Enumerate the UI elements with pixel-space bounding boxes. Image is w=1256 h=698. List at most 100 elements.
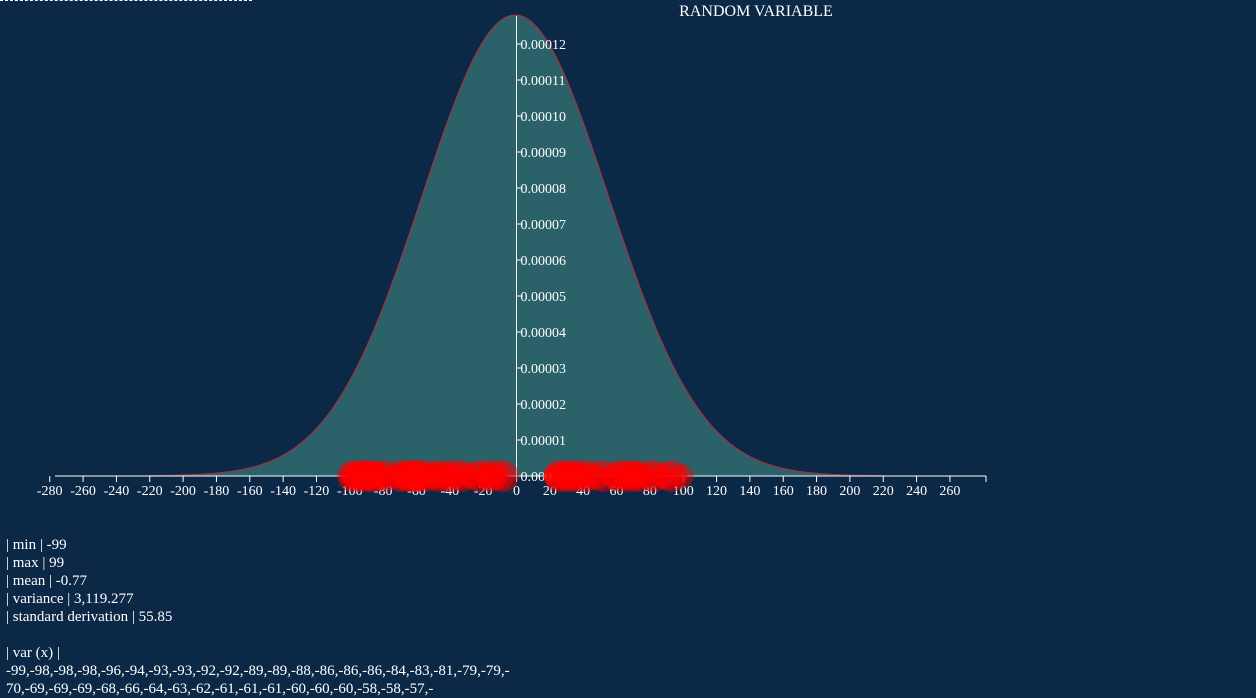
sample-point: [409, 466, 430, 486]
sample-point: [347, 462, 376, 490]
sample-point: [601, 464, 626, 488]
sample-point: [391, 464, 416, 488]
sample-point: [354, 462, 383, 490]
sample-point: [570, 460, 603, 492]
sample-point: [544, 464, 569, 488]
sample-point: [357, 460, 390, 492]
y-tick-label: 0.00010: [521, 110, 567, 125]
x-tick-label: -80: [374, 484, 393, 499]
sample-point: [366, 464, 391, 488]
sample-point: [366, 466, 387, 486]
chart-title: RANDOM VARIABLE: [679, 3, 833, 20]
sample-point: [353, 466, 374, 486]
statistics-panel: | min | -99 | max | 99 | mean | -0.77 | …: [6, 536, 172, 662]
sample-point: [422, 460, 455, 492]
x-tick-label: -260: [70, 484, 96, 499]
sample-point: [402, 462, 431, 490]
sample-point: [602, 462, 631, 490]
sample-point: [442, 464, 467, 488]
x-tick-label: 200: [839, 484, 860, 499]
y-tick-label: 0.00012: [521, 38, 567, 53]
x-tick-label: -40: [440, 484, 459, 499]
sample-point: [543, 460, 576, 492]
sample-point: [457, 464, 482, 488]
sample-point: [341, 466, 362, 486]
sample-point: [433, 460, 466, 492]
sample-point: [387, 462, 416, 490]
x-tick-label: 80: [643, 484, 657, 499]
sample-point: [552, 462, 581, 490]
x-tick-label: 120: [706, 484, 727, 499]
sample-point: [475, 462, 504, 490]
sample-point: [351, 464, 376, 488]
x-tick-label: 240: [906, 484, 927, 499]
sample-point: [431, 464, 456, 488]
x-tick-label: -100: [337, 484, 363, 499]
var-values: -99,-98,-98,-98,-96,-94,-93,-93,-92,-92,…: [6, 663, 510, 697]
x-tick-label: -120: [304, 484, 330, 499]
x-tick-label: -240: [104, 484, 130, 499]
sample-point: [651, 464, 676, 488]
sample-point: [401, 466, 422, 486]
sample-point: [614, 464, 639, 488]
sample-point: [367, 462, 396, 490]
y-ticks: 0.00000 0.00001 0.00002 0.00003 0.00004 0.000…: [516, 38, 567, 485]
x-tick-label: -280: [37, 484, 63, 499]
sample-point: [552, 460, 585, 492]
distribution-chart: -280 -260 -240 -220 -200 -180 -160 -140 -120 -100…: [37, 3, 987, 499]
var-label: | var (x) |: [6, 645, 60, 661]
sample-point: [581, 464, 606, 488]
y-tick-label: 0.00006: [521, 254, 567, 269]
sample-point: [401, 464, 426, 488]
sample-point: [484, 466, 505, 486]
sample-point: [559, 462, 588, 490]
sample-point: [432, 462, 461, 490]
sample-point: [598, 466, 619, 486]
density-curve: [149, 14, 884, 477]
y-tick-label: 0.00003: [521, 362, 567, 377]
sample-point: [443, 466, 464, 486]
sample-point: [487, 460, 520, 492]
sample-point: [431, 466, 452, 486]
sample-point: [621, 464, 646, 488]
sample-point: [392, 462, 421, 490]
x-tick-label: 40: [576, 484, 590, 499]
sample-point: [569, 462, 598, 490]
sample-point: [407, 462, 436, 490]
sample-point: [359, 466, 380, 486]
sample-point: [408, 460, 441, 492]
sample-point: [579, 466, 600, 486]
y-tick-label: 0.00004: [521, 326, 567, 341]
x-ticks: -280 -260 -240 -220 -200 -180 -160 -140 -120 -100…: [37, 476, 987, 499]
sample-point: [474, 464, 499, 488]
sample-point: [614, 462, 643, 490]
sample-point: [387, 464, 412, 488]
sample-point: [603, 460, 636, 492]
sample-point: [631, 466, 652, 486]
sample-point: [544, 462, 573, 490]
x-tick-label: 140: [739, 484, 760, 499]
sample-point: [566, 466, 587, 486]
x-tick-label: 160: [773, 484, 794, 499]
sample-point: [621, 466, 642, 486]
x-tick-label: 0: [513, 484, 520, 499]
sample-point: [445, 460, 478, 492]
sample-point: [622, 460, 655, 492]
sample-point: [635, 462, 664, 490]
sample-point: [484, 464, 509, 488]
x-tick-label: -60: [407, 484, 426, 499]
x-tick-label: -220: [137, 484, 163, 499]
sample-point: [421, 464, 446, 488]
y-tick-label: 0.00008: [521, 182, 567, 197]
sample-point: [559, 466, 580, 486]
sample-point: [558, 460, 591, 492]
sample-point: [622, 462, 651, 490]
top-dashed-line: [0, 0, 252, 1]
sample-point: [404, 466, 425, 486]
stat-max: | max | 99: [6, 555, 65, 571]
sample-point: [669, 464, 694, 488]
sample-point: [460, 462, 489, 490]
y-tick-label: 0.00000: [521, 470, 567, 485]
sample-point: [347, 464, 372, 488]
sample-point: [559, 464, 584, 488]
